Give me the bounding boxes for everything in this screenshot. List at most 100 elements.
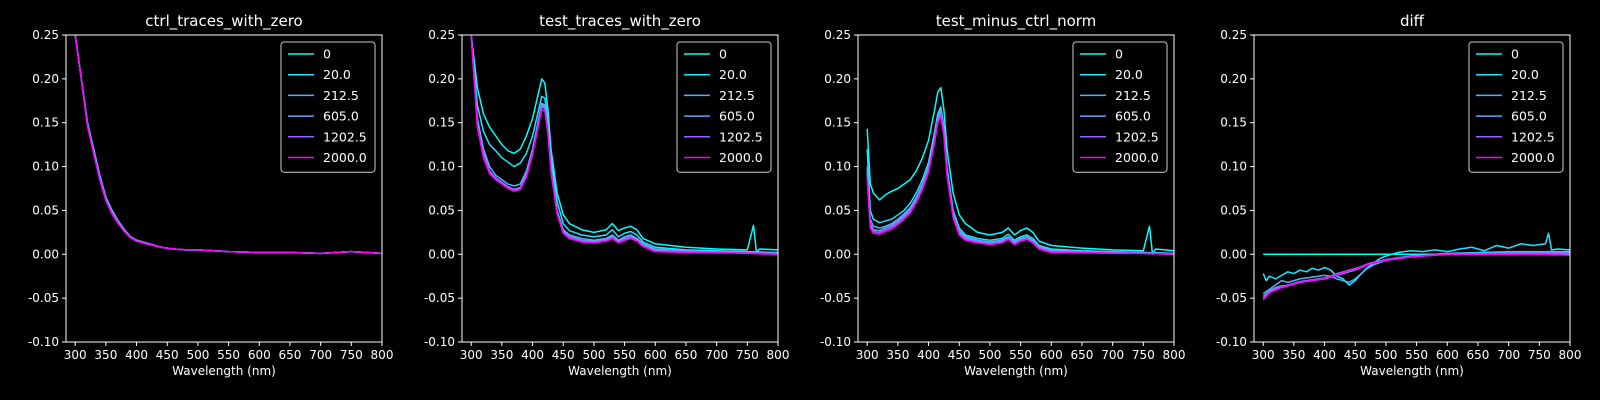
y-tick-label: 0.15 — [32, 116, 59, 130]
x-tick-label: 800 — [1559, 348, 1582, 362]
x-tick-label: 450 — [1344, 348, 1367, 362]
series-group — [1262, 232, 1570, 301]
x-tick-label: 350 — [94, 348, 117, 362]
legend-entry-label: 20.0 — [1115, 67, 1143, 82]
legend-entry-label: 2000.0 — [719, 150, 763, 165]
legend-entry-label: 0 — [1511, 47, 1519, 62]
legend-entry-label: 212.5 — [719, 88, 755, 103]
y-tick-label: 0.15 — [428, 116, 455, 130]
y-tick-label: -0.05 — [820, 291, 851, 305]
series-line-2000.0 — [1262, 253, 1570, 301]
legend: 0 20.0 212.5 605.0 1202.5 2000.0 — [676, 41, 772, 173]
x-tick-label: 750 — [340, 348, 363, 362]
y-tick-label: 0.15 — [1220, 116, 1247, 130]
y-tick-label: 0.00 — [32, 247, 59, 261]
series-line-212.5 — [1262, 250, 1570, 295]
y-tick-label: 0.05 — [32, 203, 59, 217]
series-line-2000.0 — [866, 115, 1174, 256]
x-tick-label: 550 — [1405, 348, 1428, 362]
legend: 0 20.0 212.5 605.0 1202.5 2000.0 — [280, 41, 376, 173]
legend-entry-label: 1202.5 — [719, 129, 763, 144]
y-tick-label: -0.10 — [28, 335, 59, 349]
x-axis-label: Wavelength (nm) — [172, 364, 276, 378]
y-tick-label: 0.10 — [824, 160, 851, 174]
x-tick-label: 500 — [186, 348, 209, 362]
y-tick-label: 0.10 — [1220, 160, 1247, 174]
x-tick-label: 550 — [613, 348, 636, 362]
x-tick-label: 600 — [1436, 348, 1459, 362]
y-tick-label: 0.25 — [32, 28, 59, 42]
x-tick-label: 600 — [248, 348, 271, 362]
y-tick-label: 0.10 — [428, 160, 455, 174]
legend-entry-label: 0 — [323, 47, 331, 62]
chart-panel-3: 300 350 400 450 500 550 600 650 700 750 800 -0.10 -0… — [820, 12, 1186, 378]
chart-panel-2: 300 350 400 450 500 550 600 650 700 750 800 -0.10 -0… — [424, 12, 790, 378]
x-tick-label: 400 — [521, 348, 544, 362]
x-tick-label: 400 — [917, 348, 940, 362]
x-tick-label: 650 — [675, 348, 698, 362]
legend-entry-label: 605.0 — [1115, 109, 1151, 124]
x-tick-label: 300 — [460, 348, 483, 362]
axes-frame — [65, 34, 383, 343]
x-tick-label: 300 — [1252, 348, 1275, 362]
y-tick-label: 0.15 — [824, 116, 851, 130]
y-tick-label: 0.25 — [824, 28, 851, 42]
x-tick-label: 400 — [125, 348, 148, 362]
legend-entry-label: 212.5 — [323, 88, 359, 103]
y-tick-label: 0.05 — [824, 203, 851, 217]
chart-panel-1: 300 350 400 450 500 550 600 650 700 750 800 -0.10 -0… — [28, 12, 394, 378]
y-tick-label: 0.00 — [824, 247, 851, 261]
x-tick-label: 450 — [948, 348, 971, 362]
x-tick-label: 700 — [1101, 348, 1124, 362]
x-axis-label: Wavelength (nm) — [1360, 364, 1464, 378]
legend-entry-label: 0 — [1115, 47, 1123, 62]
legend: 0 20.0 212.5 605.0 1202.5 2000.0 — [1468, 41, 1564, 173]
y-tick-label: -0.05 — [1216, 291, 1247, 305]
legend-entry-label: 605.0 — [1511, 109, 1547, 124]
y-tick-label: -0.05 — [28, 291, 59, 305]
x-tick-label: 750 — [1528, 348, 1551, 362]
x-tick-label: 450 — [552, 348, 575, 362]
legend-entry-label: 605.0 — [719, 109, 755, 124]
x-tick-label: 700 — [309, 348, 332, 362]
series-group — [470, 35, 778, 256]
y-tick-label: -0.10 — [820, 335, 851, 349]
x-tick-label: 600 — [644, 348, 667, 362]
legend-entry-label: 212.5 — [1115, 88, 1151, 103]
legend-entry-label: 2000.0 — [1511, 150, 1555, 165]
x-tick-label: 650 — [1467, 348, 1490, 362]
legend-entry-label: 1202.5 — [1511, 129, 1555, 144]
chart-title: test_traces_with_zero — [539, 12, 701, 31]
y-tick-label: 0.10 — [32, 160, 59, 174]
legend-entry-label: 20.0 — [323, 67, 351, 82]
chart-title: test_minus_ctrl_norm — [936, 12, 1097, 31]
series-line-0 — [866, 86, 1174, 256]
legend-entry-label: 0 — [719, 47, 727, 62]
x-tick-label: 700 — [1497, 348, 1520, 362]
series-line-20.0 — [470, 35, 778, 254]
x-tick-label: 600 — [1040, 348, 1063, 362]
legend-entry-label: 20.0 — [719, 67, 747, 82]
y-tick-label: -0.10 — [424, 335, 455, 349]
legend-entry-label: 20.0 — [1511, 67, 1539, 82]
y-tick-label: 0.20 — [1220, 72, 1247, 86]
x-tick-label: 550 — [217, 348, 240, 362]
x-tick-label: 450 — [156, 348, 179, 362]
x-tick-label: 650 — [279, 348, 302, 362]
series-line-2000.0 — [470, 35, 778, 256]
x-tick-label: 500 — [1374, 348, 1397, 362]
legend-entry-label: 212.5 — [1511, 88, 1547, 103]
y-tick-label: 0.25 — [1220, 28, 1247, 42]
y-tick-label: 0.05 — [428, 203, 455, 217]
x-tick-label: 800 — [1163, 348, 1186, 362]
y-tick-label: -0.05 — [424, 291, 455, 305]
axes-frame — [461, 34, 779, 343]
x-tick-label: 800 — [371, 348, 394, 362]
x-tick-label: 750 — [1132, 348, 1155, 362]
x-tick-label: 350 — [1282, 348, 1305, 362]
legend-entry-label: 605.0 — [323, 109, 359, 124]
series-group — [866, 86, 1174, 256]
x-tick-label: 700 — [705, 348, 728, 362]
